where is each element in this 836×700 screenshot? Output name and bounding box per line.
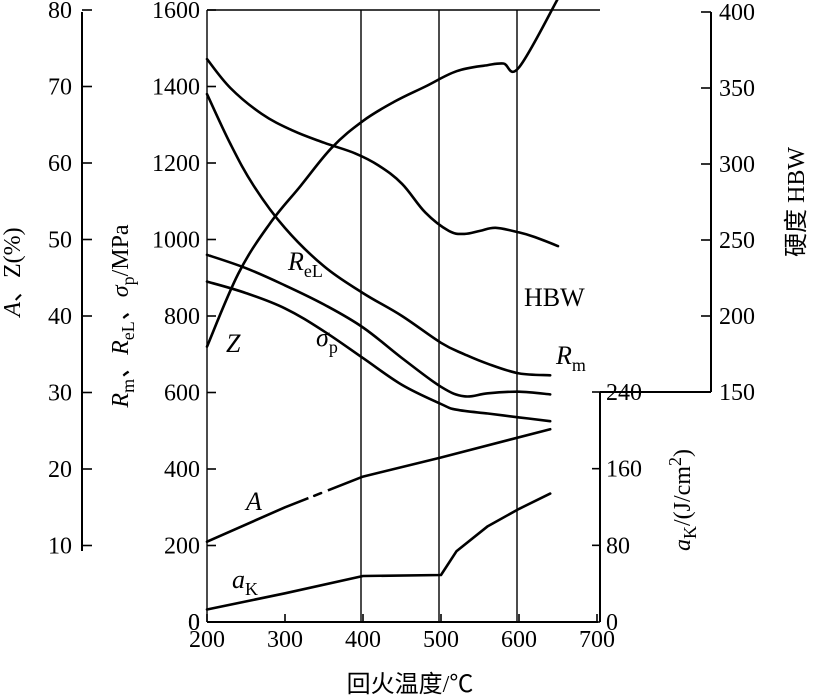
curve-a	[205, 427, 552, 543]
x-axis-title: 回火温度/℃	[347, 671, 474, 698]
curve-a-dash	[312, 491, 323, 498]
strength-tick-label-1600: 1600	[152, 0, 200, 24]
label-ak-sub: K	[245, 579, 258, 599]
x-tick-label-700: 700	[579, 627, 615, 653]
percent-tick-label-10: 10	[48, 534, 72, 560]
strength-title-part-1: R	[108, 393, 134, 409]
strength-tick-label-800: 800	[164, 304, 200, 330]
strength-title-part-5: 、σ	[108, 284, 134, 321]
x-axis-ticks: 200 300 400 500 600 700	[189, 614, 615, 653]
percent-tick-label-40: 40	[48, 304, 72, 330]
strength-axis: 0 200 400 600 800 1000 1200 1400 1600	[152, 0, 216, 636]
label-ak: aK	[232, 565, 258, 599]
label-sigma-sub: p	[329, 337, 338, 357]
label-ak-main: a	[232, 565, 245, 594]
strength-title-part-3: 、R	[108, 340, 134, 379]
hardness-tick-label-200: 200	[719, 304, 755, 330]
percent-tick-label-50: 50	[48, 228, 72, 254]
label-hbw: HBW	[524, 283, 585, 312]
hardness-axis-title: 硬度 HBW	[783, 147, 810, 257]
hardness-tick-label-150: 150	[719, 380, 755, 406]
curve-hbw	[205, 57, 560, 248]
percent-title-part-1: A	[0, 302, 26, 319]
label-sigma-main: σ	[316, 323, 330, 352]
impact-axis: 0 80 160 240	[592, 380, 642, 636]
strength-title-part-2: m	[118, 379, 138, 393]
percent-title-part-2: 、Z	[0, 263, 26, 302]
impact-title-part-2: K	[680, 526, 700, 539]
curve-ak	[205, 492, 552, 611]
impact-axis-title: aK/(J/cm2)	[665, 449, 700, 551]
strength-zero-label: 0	[188, 610, 200, 636]
label-rm: Rm	[555, 341, 586, 375]
impact-tick-label-0: 0	[606, 610, 618, 636]
percent-tick-label-80: 80	[48, 0, 72, 24]
curve-sigma-p	[205, 280, 552, 423]
label-rm-sub: m	[572, 355, 586, 375]
strength-tick-label-1200: 1200	[152, 151, 200, 177]
percent-tick-label-70: 70	[48, 75, 72, 101]
label-z: Z	[226, 329, 241, 358]
hardness-tick-label-250: 250	[719, 228, 755, 254]
strength-tick-label-400: 400	[164, 457, 200, 483]
percent-tick-label-30: 30	[48, 381, 72, 407]
curve-rm	[205, 92, 552, 377]
strength-title-part-6: p	[118, 276, 138, 285]
curve-rel	[205, 253, 552, 398]
percent-title-part-3: (%)	[0, 227, 26, 263]
x-tick-label-200: 200	[189, 627, 225, 653]
curves	[205, 0, 560, 611]
curve-z	[205, 0, 559, 348]
percent-tick-label-20: 20	[48, 457, 72, 483]
impact-tick-label-80: 80	[606, 533, 630, 559]
impact-title-part-3: /(J/cm	[670, 466, 696, 526]
label-rm-main: R	[555, 341, 572, 370]
x-tick-label-300: 300	[267, 627, 303, 653]
strength-axis-title: Rm、ReL、σp/MPa	[108, 224, 138, 409]
hardness-tick-label-300: 300	[719, 152, 755, 178]
strength-title-part-7: /MPa	[108, 224, 134, 276]
label-rel-main: R	[287, 247, 304, 276]
x-tick-label-400: 400	[345, 627, 381, 653]
impact-tick-label-240: 240	[606, 380, 642, 406]
strength-tick-label-1000: 1000	[152, 228, 200, 254]
impact-title-part-1: a	[670, 539, 696, 551]
hardness-tick-label-400: 400	[719, 0, 755, 26]
label-a: A	[244, 487, 262, 516]
hardness-tick-label-350: 350	[719, 76, 755, 102]
impact-title-part-4: 2	[665, 457, 685, 466]
strength-tick-label-0: 0	[188, 610, 200, 636]
hardness-axis: 150 200 250 300 350 400	[600, 0, 755, 406]
percent-tick-label-60: 60	[48, 151, 72, 177]
label-sigma-p: σp	[316, 323, 338, 357]
label-rel: ReL	[287, 247, 323, 281]
impact-title-part-5: )	[670, 449, 696, 457]
label-rel-sub: eL	[304, 261, 323, 281]
strength-tick-label-200: 200	[164, 534, 200, 560]
percent-axis-title: A、Z(%)	[0, 227, 26, 318]
x-tick-label-500: 500	[423, 627, 459, 653]
impact-tick-label-160: 160	[606, 457, 642, 483]
strength-title-part-4: eL	[118, 321, 138, 340]
x-tick-label-600: 600	[501, 627, 537, 653]
strength-tick-label-600: 600	[164, 381, 200, 407]
strength-tick-label-1400: 1400	[152, 75, 200, 101]
